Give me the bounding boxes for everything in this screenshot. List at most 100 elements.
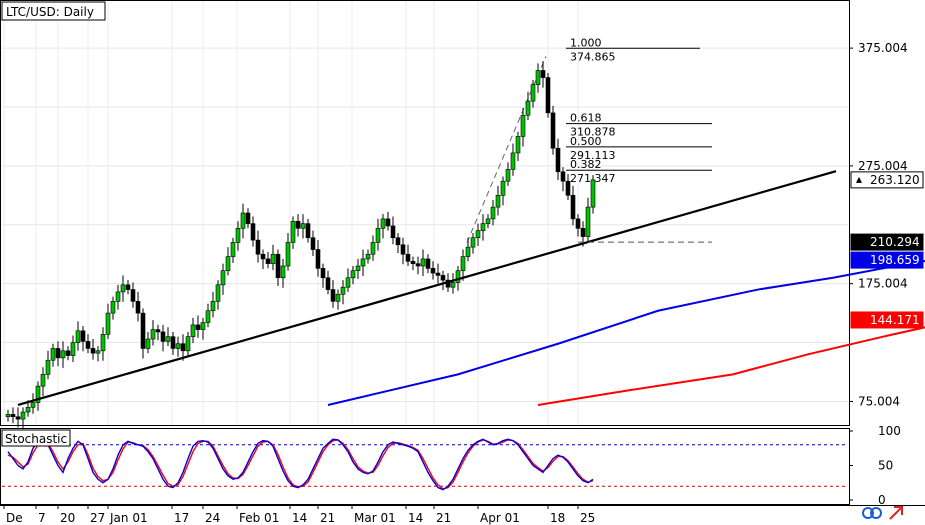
candle-up [70,342,76,356]
fib-price-label: 310.878 [570,126,616,139]
price-badge [850,311,924,329]
candle-down [435,272,441,276]
candle-down [140,312,146,349]
candle-up [515,136,521,154]
candle-up [380,218,386,229]
candle-up [490,206,496,220]
candle-up [175,343,181,349]
price-badges: 263.120 210.294 198.659 144.171 [850,171,924,329]
candle-down [170,336,176,349]
fib-price-label: 374.865 [570,50,616,63]
candle-up [165,336,171,342]
candle-down [10,414,16,418]
date-tick-label: 18 [550,511,565,525]
candle-up [450,282,456,288]
candle-down [395,237,401,246]
date-tick-label: 27 [90,511,105,525]
candle-up [100,334,106,352]
candle-up [105,312,111,335]
main-pane-frame [0,0,850,426]
candle-up [370,242,376,255]
candle-down [315,249,321,269]
candle-down [430,268,436,274]
title-box [1,1,106,21]
candle-up [530,84,536,102]
candle-down [415,263,421,267]
candlestick-series [5,61,596,430]
candle-up [120,284,126,293]
candle-up [95,350,101,354]
arrow-icon[interactable] [889,506,903,520]
candle-up [35,385,41,403]
candle-down [135,301,141,314]
candle-up [355,265,361,272]
candle-up [45,359,51,375]
date-tick-label: Mar 01 [354,511,396,525]
support-trendline[interactable] [17,170,837,407]
candle-down [325,277,331,290]
candle-down [580,228,586,237]
candle-down [570,195,576,220]
candle-up [115,291,121,302]
candle-up [360,258,366,267]
price-tick-label: 175.004 [858,277,908,291]
price-badge-label: 263.120 [870,173,920,187]
candle-down [440,275,446,281]
price-badge [850,251,924,269]
fib-diagonal [466,56,547,243]
candle-up [235,228,241,243]
price-badge-label: 198.659 [870,253,920,267]
price-tick-label: 275.004 [858,159,908,173]
candle-up [110,301,116,314]
candle-up [200,322,206,330]
price-badge [850,171,924,189]
candle-up [20,411,26,420]
candle-up [350,270,356,279]
date-tick-label: 14 [292,511,307,525]
stochastic-tick-label: 100 [878,424,901,438]
price-axis: 375.004 275.004 175.004 75.004 [849,41,908,408]
candle-down [260,253,266,260]
date-tick-label: 7 [38,511,46,525]
candle-up [40,374,46,387]
chart-title: LTC/USD: Daily [6,5,94,19]
candle-up [335,293,341,302]
date-tick-label: 21 [436,511,451,525]
candle-up [470,237,476,248]
candle-down [15,416,21,420]
candle-down [195,324,201,330]
candle-down [310,237,316,250]
candle-down [265,258,271,264]
candle-up [375,228,381,243]
candle-up [210,301,216,312]
candle-down [125,284,131,290]
trendline-layer[interactable] [17,170,837,407]
date-axis: De 7 20 27 Jan 01 17 24 Feb 01 14 21 Mar 01 14 21 Apr… [0,505,925,525]
candle-up [460,256,466,272]
candle-up [30,402,36,408]
candle-up [60,350,66,359]
candle-down [545,77,551,114]
candle-down [180,343,186,352]
candle-up [25,407,31,413]
candle-up [535,70,541,85]
stochastic-label: Stochastic [5,432,67,446]
candle-down [250,223,256,241]
candle-up [455,270,461,283]
link-icon[interactable] [862,507,882,519]
candle-down [400,244,406,255]
candle-down [55,348,61,359]
candle-down [405,253,411,262]
candle-up [340,286,346,295]
candle-down [390,225,396,239]
candle-up [505,169,511,182]
candle-up [465,246,471,257]
candle-down [410,260,416,264]
date-tick-label: 25 [580,511,595,525]
candle-down [160,331,166,342]
candle-up [240,212,246,229]
candle-up [510,152,516,170]
candle-up [150,329,156,340]
